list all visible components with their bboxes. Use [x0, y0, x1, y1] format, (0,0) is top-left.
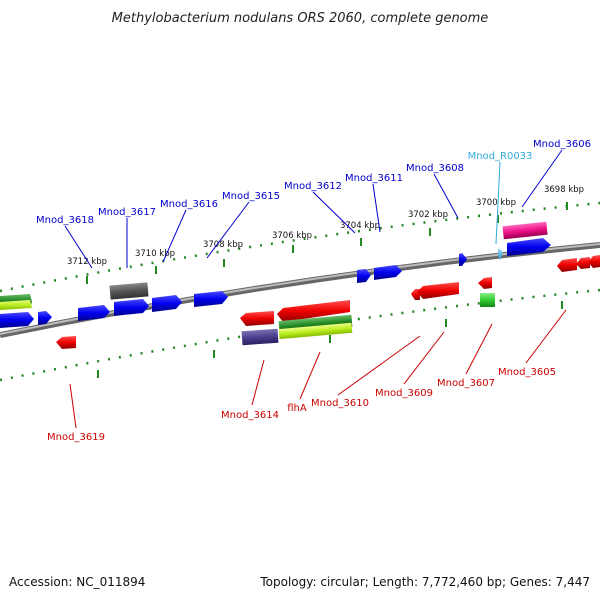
top-leader-lines — [64, 149, 563, 269]
gene-box[interactable] — [278, 322, 353, 340]
gene-label[interactable]: flhA — [287, 403, 307, 414]
accession-text: Accession: NC_011894 — [9, 575, 145, 589]
tick-labels: 3712 kbp 3710 kbp 3708 kbp 3706 kbp 3704… — [67, 185, 584, 267]
map-title: Methylobacterium nodulans ORS 2060, comp… — [112, 11, 489, 26]
rna-leader-line — [495, 161, 501, 245]
gene-box[interactable] — [480, 293, 495, 307]
gene-arrow[interactable] — [78, 305, 110, 321]
gene-arrow[interactable] — [417, 282, 459, 299]
tick-label: 3706 kbp — [272, 231, 312, 241]
tick-label: 3708 kbp — [203, 240, 243, 250]
gene-label[interactable]: Mnod_3614 — [221, 410, 279, 421]
gene-arrow[interactable] — [478, 277, 492, 289]
gene-arrow[interactable] — [56, 336, 76, 349]
gene-label[interactable]: Mnod_3618 — [36, 215, 94, 226]
gene-label[interactable]: Mnod_3619 — [47, 432, 105, 443]
tick-label: 3700 kbp — [476, 198, 516, 208]
tick-label: 3712 kbp — [67, 257, 107, 267]
gene-arrow[interactable] — [152, 295, 182, 312]
gene-arrow[interactable] — [374, 265, 402, 280]
gene-label[interactable]: Mnod_3617 — [98, 207, 156, 218]
gene-arrow[interactable] — [38, 311, 52, 325]
tick-label: 3698 kbp — [544, 185, 584, 195]
gene-arrow[interactable] — [0, 300, 32, 310]
gene-arrow[interactable] — [194, 291, 228, 307]
gene-label[interactable]: Mnod_3606 — [533, 139, 591, 150]
gene-arrow[interactable] — [507, 238, 551, 256]
tick-label: 3704 kbp — [340, 221, 380, 231]
bottom-scale-track — [0, 288, 600, 382]
gene-box[interactable] — [109, 282, 149, 300]
gene-arrow[interactable] — [357, 269, 371, 283]
gene-arrow[interactable] — [576, 257, 590, 269]
tick-label: 3710 kbp — [135, 249, 175, 259]
gene-label[interactable]: Mnod_3616 — [160, 199, 218, 210]
gene-arrow[interactable] — [459, 253, 467, 266]
bottom-leader-lines — [69, 309, 567, 429]
gene-arrow[interactable] — [240, 311, 274, 326]
gene-label[interactable]: Mnod_3612 — [284, 181, 342, 192]
gene-box[interactable] — [241, 328, 279, 346]
gene-label[interactable]: Mnod_3610 — [311, 398, 369, 409]
gene-label[interactable]: Mnod_R0033 — [468, 151, 533, 162]
gene-label[interactable]: Mnod_3615 — [222, 191, 280, 202]
rna-arrow[interactable] — [498, 248, 503, 260]
gene-label[interactable]: Mnod_3605 — [498, 367, 556, 378]
tick-label: 3702 kbp — [408, 210, 448, 220]
forward-genes — [0, 221, 551, 328]
bottom-gene-labels: Mnod_3619 Mnod_3614 flhA Mnod_3610 Mnod_… — [47, 367, 556, 443]
gene-box[interactable] — [502, 221, 548, 240]
gene-label[interactable]: Mnod_3607 — [437, 378, 495, 389]
gene-label[interactable]: Mnod_3611 — [345, 173, 403, 184]
genome-summary-text: Topology: circular; Length: 7,772,460 bp… — [259, 575, 590, 589]
gene-arrow[interactable] — [114, 299, 149, 316]
gene-label[interactable]: Mnod_3609 — [375, 388, 433, 399]
top-gene-labels: Mnod_3618 Mnod_3617 Mnod_3616 Mnod_3615 … — [36, 139, 591, 226]
gene-arrow[interactable] — [557, 258, 577, 272]
gene-label[interactable]: Mnod_3608 — [406, 163, 464, 174]
gene-arrow[interactable] — [277, 300, 350, 322]
gene-arrow[interactable] — [588, 255, 600, 268]
gene-arrow[interactable] — [0, 312, 34, 328]
top-scale-track — [0, 201, 600, 293]
reverse-genes — [56, 255, 600, 349]
